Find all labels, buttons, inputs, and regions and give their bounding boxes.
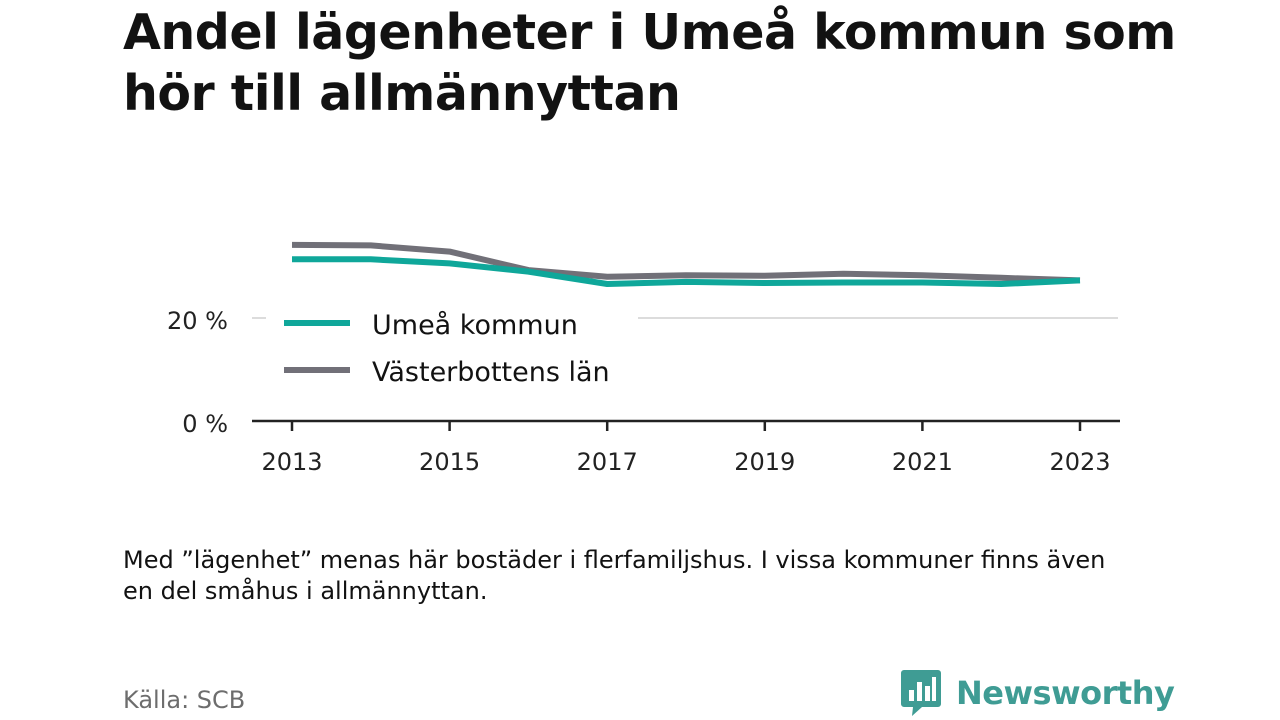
- legend-label-umea: Umeå kommun: [372, 310, 578, 341]
- x-tick-label-2021: 2021: [892, 448, 953, 476]
- x-tick-label-2023: 2023: [1049, 448, 1110, 476]
- series-layer: [291, 241, 1081, 287]
- x-tick-label-2015: 2015: [419, 448, 480, 476]
- legend-background: [266, 292, 638, 398]
- chart-title: Andel lägenheter i Umeå kommun som hör t…: [123, 4, 1176, 122]
- series-line-vasterbotten: [291, 241, 1081, 284]
- x-tick-layer: 2013 2015 2017 2019 2021 2023: [261, 421, 1111, 476]
- source-label: Källa: SCB: [123, 686, 246, 714]
- line-chart: 0 % 20 % 2013 2015 2017 2019 2021 2023 Umeå k…: [167, 241, 1120, 476]
- chart-note: Med ”lägenhet” menas här bostäder i fler…: [123, 546, 1106, 605]
- y-tick-label-20: 20 %: [167, 307, 228, 335]
- legend: Umeå kommun Västerbottens län: [284, 310, 610, 388]
- x-tick-label-2017: 2017: [577, 448, 638, 476]
- x-tick-label-2019: 2019: [734, 448, 795, 476]
- brand-name: Newsworthy: [956, 674, 1175, 712]
- x-tick-label-2013: 2013: [261, 448, 322, 476]
- brand-logo: Newsworthy: [900, 668, 1175, 718]
- newsworthy-logo-icon: [901, 670, 941, 716]
- series-line-umea: [292, 256, 1081, 287]
- y-tick-label-0: 0 %: [182, 410, 228, 438]
- legend-label-vasterbotten: Västerbottens län: [372, 357, 610, 388]
